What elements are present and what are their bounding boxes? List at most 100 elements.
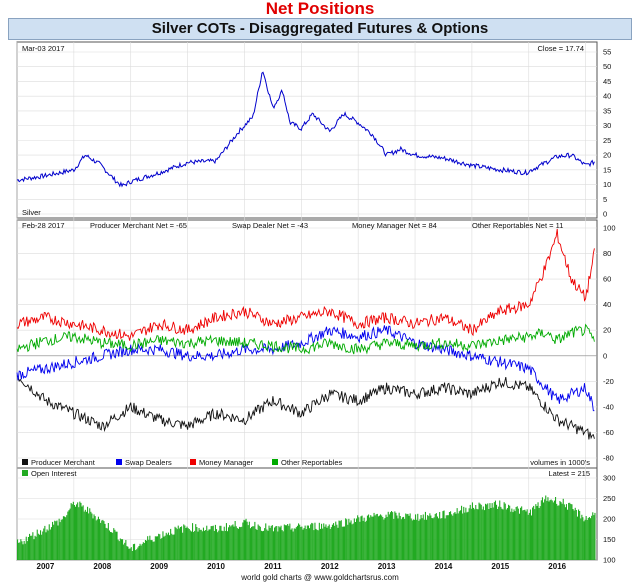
net-header-other: Other Reportables Net = 11 [472, 221, 563, 230]
oi-bar [389, 512, 391, 560]
oi-bar [113, 528, 115, 560]
legend-label-other: Other Reportables [281, 458, 343, 467]
oi-bar [175, 527, 177, 560]
oi-bar [264, 528, 266, 560]
oi-bar [202, 527, 204, 560]
oi-bar [585, 516, 587, 560]
oi-bar [488, 509, 490, 560]
oi-bar [314, 522, 316, 560]
oi-bar [89, 508, 91, 560]
oi-bar [93, 514, 95, 560]
series-line-money-manager [16, 228, 595, 341]
oi-bar [236, 528, 238, 560]
oi-bar [120, 539, 122, 560]
y-tick-label: 100 [603, 556, 616, 565]
oi-bar [295, 527, 297, 560]
oi-bar [359, 521, 361, 560]
oi-bar [480, 504, 482, 560]
oi-bar [401, 517, 403, 560]
oi-bar [587, 517, 589, 560]
oi-bar [559, 501, 561, 560]
oi-bar [192, 523, 194, 560]
oi-bar [36, 529, 38, 560]
oi-bar [504, 503, 506, 560]
oi-bar [183, 524, 185, 560]
legend-label-money: Money Manager [199, 458, 254, 467]
oi-bar [470, 508, 472, 560]
y-tick-label: 150 [603, 535, 616, 544]
oi-bar [391, 511, 393, 560]
oi-bar [165, 532, 167, 560]
oi-bar [117, 539, 119, 560]
oi-bar [531, 515, 533, 560]
oi-bar [310, 524, 312, 560]
oi-bar [91, 513, 93, 560]
oi-bar [237, 528, 239, 560]
oi-bar [280, 525, 282, 560]
oi-bar [126, 546, 128, 560]
chart-title: Silver COTs - Disaggregated Futures & Op… [8, 18, 632, 40]
oi-bar [35, 536, 37, 560]
oi-bar [196, 527, 198, 560]
y-tick-label: 25 [603, 136, 611, 145]
oi-bar [387, 511, 389, 560]
oi-bar [546, 500, 548, 560]
oi-bar [54, 520, 56, 560]
oi-bar [234, 521, 236, 560]
oi-bar [457, 513, 459, 560]
oi-bar [463, 506, 465, 560]
oi-bar [135, 550, 137, 560]
oi-bar [210, 526, 212, 560]
oi-bar [388, 514, 390, 560]
oi-bar [420, 515, 422, 560]
y-tick-label: 40 [603, 92, 611, 101]
oi-bar [172, 534, 174, 560]
oi-bar [304, 525, 306, 560]
oi-bar [245, 518, 247, 560]
oi-bar [408, 515, 410, 560]
oi-bar [52, 521, 54, 560]
oi-bar [225, 523, 227, 560]
oi-bar [386, 516, 388, 560]
oi-bar [438, 518, 440, 560]
oi-bar [591, 515, 593, 560]
oi-bar [548, 501, 550, 560]
oi-bar [342, 526, 344, 560]
oi-bar [441, 518, 443, 560]
oi-bar [76, 504, 78, 560]
x-tick-label: 2014 [435, 562, 453, 571]
oi-bar [94, 516, 96, 560]
legend-swatch-producer [22, 459, 28, 465]
oi-bar [505, 509, 507, 560]
oi-bar [127, 546, 129, 560]
oi-bar [249, 528, 251, 560]
oi-bar [518, 513, 520, 560]
oi-bar [331, 524, 333, 560]
oi-bar [443, 510, 445, 560]
oi-bar [253, 526, 255, 560]
y-tick-label: 5 [603, 195, 607, 204]
oi-bar [73, 505, 75, 560]
oi-bar [220, 525, 222, 560]
oi-bar [483, 510, 485, 560]
oi-bar [115, 531, 117, 560]
oi-bar [33, 539, 35, 560]
oi-bar [109, 532, 111, 560]
oi-bar [34, 535, 36, 560]
x-tick-label: 2015 [491, 562, 509, 571]
oi-bar [529, 509, 531, 560]
oi-bar [235, 526, 237, 560]
series-lines [16, 71, 595, 440]
oi-bar [592, 512, 594, 560]
oi-bar [544, 499, 546, 560]
oi-bar [477, 509, 479, 560]
series-line-other-reportables [16, 323, 595, 355]
oi-bar [360, 516, 362, 560]
oi-bar [195, 524, 197, 560]
oi-bar [47, 530, 49, 560]
oi-bar [231, 525, 233, 560]
oi-bar [122, 539, 124, 560]
x-tick-label: 2008 [93, 562, 111, 571]
oi-bar [510, 511, 512, 560]
legend-swatch-swap [116, 459, 122, 465]
